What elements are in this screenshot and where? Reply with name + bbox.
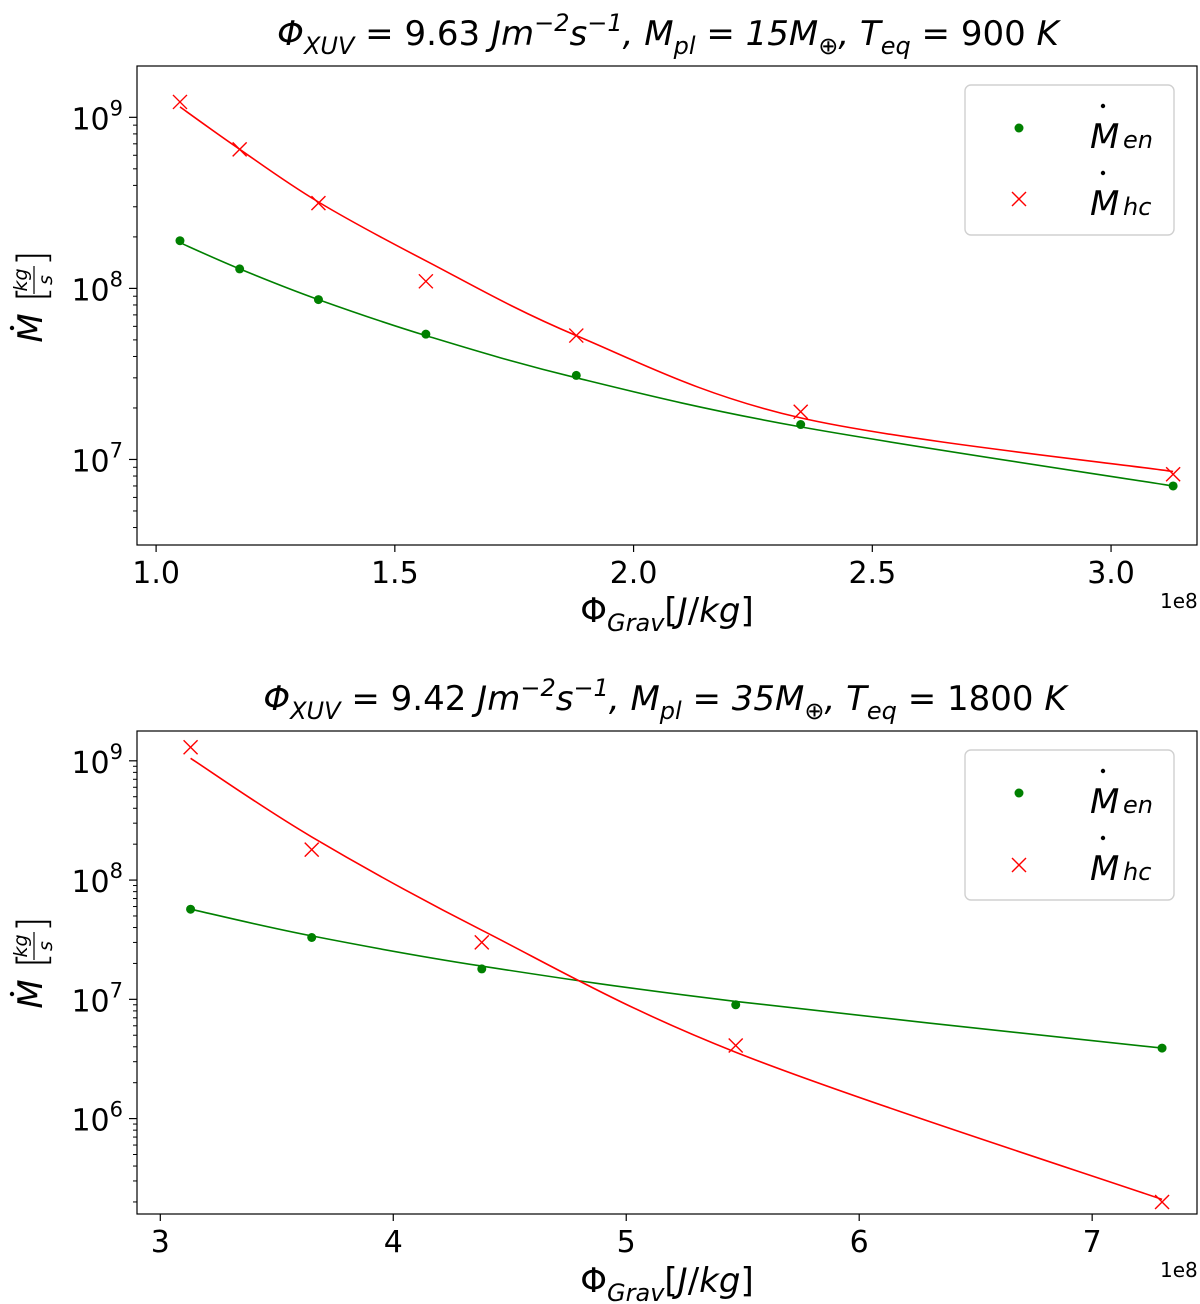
legend: M en M hc bbox=[964, 84, 1175, 236]
fit-line-hc bbox=[179, 106, 1174, 473]
y-tick-label: 107 bbox=[71, 438, 123, 479]
data-point-en bbox=[731, 1000, 741, 1010]
data-point-hc bbox=[172, 94, 188, 110]
x-tick-label: 6 bbox=[850, 1225, 869, 1260]
x-tick-label: 1.5 bbox=[371, 556, 419, 591]
legend-marker-hc bbox=[1011, 857, 1027, 873]
svg-text:hc: hc bbox=[1123, 193, 1151, 221]
legend-marker-en bbox=[1014, 788, 1024, 798]
legend-label-hc: M hc bbox=[1090, 170, 1151, 224]
x-offset-label: 1e8 bbox=[1160, 589, 1198, 613]
svg-text:M: M bbox=[1090, 782, 1119, 822]
svg-text:[: [ bbox=[10, 286, 56, 302]
y-tick-label: 107 bbox=[71, 978, 123, 1019]
legend-label-en: M en bbox=[1090, 768, 1153, 822]
data-point-en bbox=[307, 932, 317, 942]
x-tick-label: 4 bbox=[384, 1225, 403, 1260]
svg-text:M: M bbox=[11, 979, 51, 1008]
svg-text:s: s bbox=[35, 275, 57, 285]
svg-text:kg: kg bbox=[10, 268, 32, 291]
svg-text:]: ] bbox=[10, 250, 56, 266]
fit-line-en bbox=[179, 241, 1174, 487]
data-point-hc bbox=[232, 141, 248, 157]
data-point-en bbox=[1168, 481, 1178, 491]
svg-text:M: M bbox=[11, 313, 51, 342]
plot-area bbox=[172, 94, 1181, 491]
x-tick-label: 7 bbox=[1083, 1225, 1102, 1260]
svg-text:M: M bbox=[1090, 849, 1119, 889]
y-tick-label: 108 bbox=[71, 859, 123, 900]
svg-text:hc: hc bbox=[1123, 858, 1151, 886]
data-point-hc bbox=[310, 195, 326, 211]
x-offset-label: 1e8 bbox=[1160, 1258, 1198, 1282]
axes-frame bbox=[136, 730, 1198, 1215]
data-point-en bbox=[477, 964, 487, 974]
data-point-en bbox=[175, 236, 185, 246]
data-point-hc bbox=[1154, 1194, 1170, 1210]
svg-text:[: [ bbox=[10, 952, 56, 968]
chart-title: ΦXUV = 9.63 Jm−2s−1, Mpl = 15M⊕, Teq = 9… bbox=[277, 9, 1061, 60]
data-point-en bbox=[235, 264, 245, 274]
x-tick-label: 3 bbox=[151, 1225, 170, 1260]
x-axis-label: ΦGrav[J/kg] bbox=[580, 591, 753, 637]
legend-marker-en bbox=[1014, 123, 1024, 133]
data-point-hc bbox=[728, 1038, 744, 1054]
y-axis-label: M kg s [ ] bbox=[9, 916, 57, 1009]
fit-line-en bbox=[190, 908, 1163, 1049]
data-point-en bbox=[1157, 1043, 1167, 1053]
svg-text:kg: kg bbox=[10, 934, 32, 957]
x-tick-label: 3.0 bbox=[1087, 556, 1135, 591]
legend-label-hc: M hc bbox=[1090, 835, 1151, 889]
svg-text:s: s bbox=[35, 941, 57, 951]
legend: M en M hc bbox=[964, 749, 1175, 901]
svg-text:M: M bbox=[1090, 184, 1119, 224]
data-point-hc bbox=[304, 842, 320, 858]
x-tick-label: 1.0 bbox=[132, 556, 180, 591]
data-point-en bbox=[313, 295, 323, 305]
data-point-hc bbox=[793, 404, 809, 420]
data-point-hc bbox=[1165, 466, 1181, 482]
chart-title: ΦXUV = 9.42 Jm−2s−1, Mpl = 35M⊕, Teq = 1… bbox=[263, 674, 1069, 725]
x-axis-label: ΦGrav[J/kg] bbox=[580, 1261, 753, 1304]
y-tick-label: 108 bbox=[71, 267, 123, 308]
data-point-en bbox=[796, 420, 806, 430]
svg-text:en: en bbox=[1123, 791, 1153, 819]
y-tick-label: 106 bbox=[71, 1098, 123, 1139]
plot-area bbox=[183, 739, 1170, 1210]
fit-line-hc bbox=[190, 757, 1163, 1201]
svg-text:en: en bbox=[1123, 126, 1153, 154]
svg-text:]: ] bbox=[10, 916, 56, 932]
legend-marker-hc bbox=[1011, 191, 1027, 207]
data-point-en bbox=[421, 329, 431, 339]
svg-text:M: M bbox=[1090, 117, 1119, 157]
x-tick-label: 5 bbox=[617, 1225, 636, 1260]
data-point-en bbox=[571, 370, 581, 380]
y-tick-label: 109 bbox=[71, 96, 123, 137]
chart-panel-top: ΦXUV = 9.63 Jm−2s−1, Mpl = 15M⊕, Teq = 9… bbox=[9, 9, 1198, 637]
data-point-hc bbox=[183, 739, 199, 755]
chart-panel-bottom: ΦXUV = 9.42 Jm−2s−1, Mpl = 35M⊕, Teq = 1… bbox=[9, 674, 1198, 1304]
data-point-en bbox=[186, 904, 196, 914]
data-point-hc bbox=[418, 273, 434, 289]
legend-label-en: M en bbox=[1090, 103, 1153, 157]
y-tick-label: 109 bbox=[71, 740, 123, 781]
x-tick-label: 2.5 bbox=[848, 556, 896, 591]
data-point-hc bbox=[568, 328, 584, 344]
x-tick-label: 2.0 bbox=[610, 556, 658, 591]
y-axis-label: M kg s [ ] bbox=[9, 250, 57, 343]
axes-frame bbox=[136, 65, 1198, 546]
data-point-hc bbox=[474, 934, 490, 950]
